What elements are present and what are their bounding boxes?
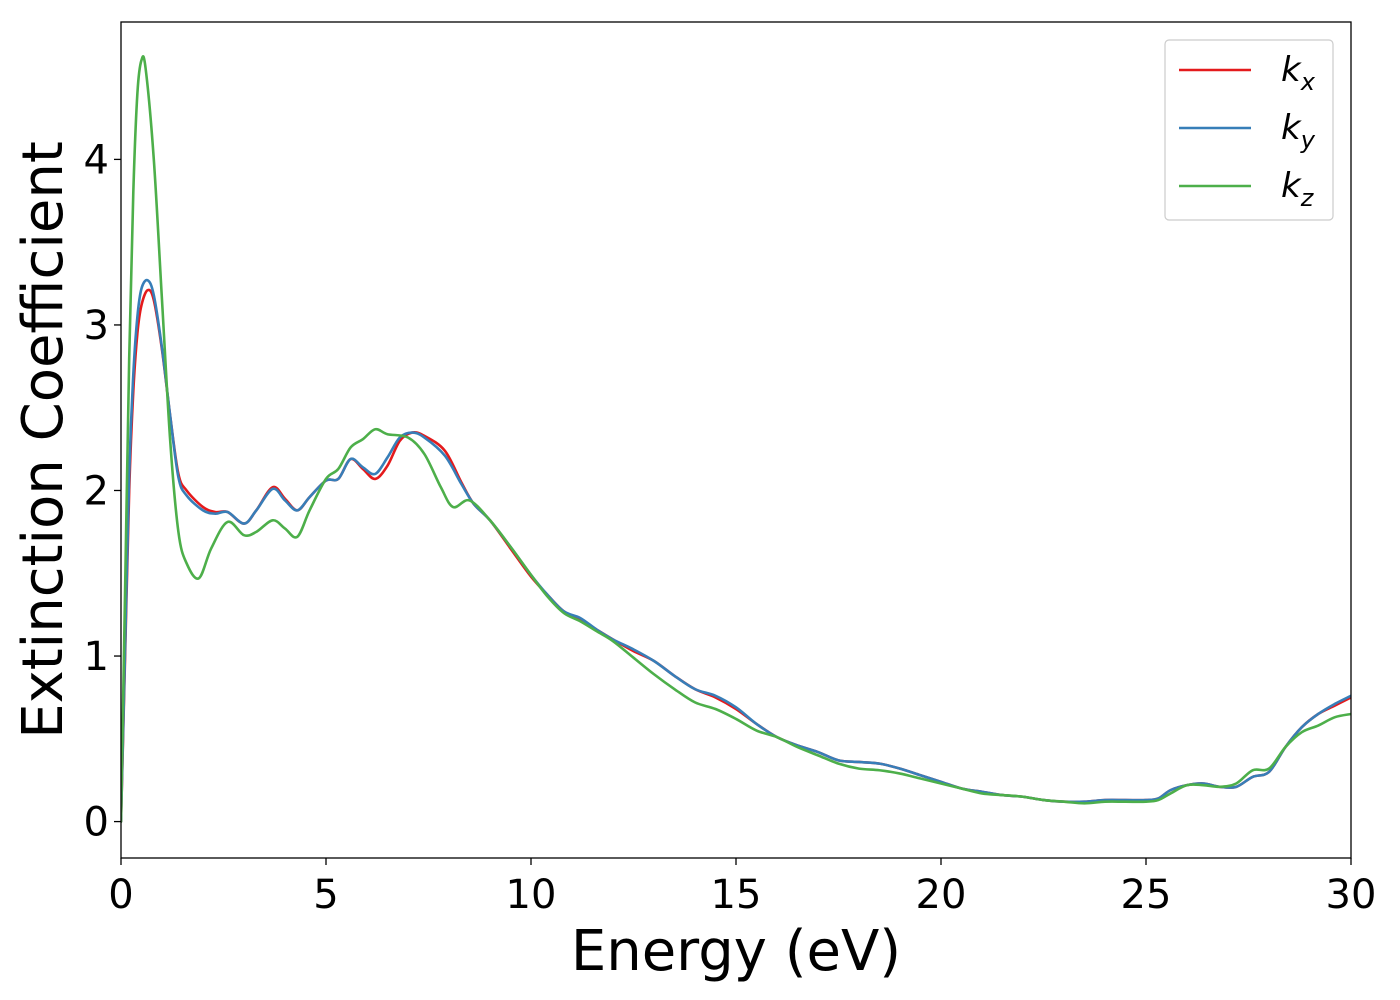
x-tick-label: 10 [506,872,557,918]
x-tick-label: 30 [1326,872,1377,918]
x-axis-title: Energy (eV) [571,919,901,984]
series-line-k-x [121,288,1351,823]
legend-label-k-y: ky [1281,108,1316,154]
y-tick-label: 4 [84,137,109,183]
x-tick-label: 20 [916,872,967,918]
y-tick-label: 0 [84,800,109,846]
y-axis-title: Extinction Coefficient [11,141,76,739]
series-line-k-z [121,55,1351,823]
series-line-k-y [121,278,1351,823]
plot-area [121,55,1351,823]
x-tick-label: 15 [711,872,762,918]
legend-label-k-x: kx [1281,50,1316,96]
y-tick-label: 2 [84,468,109,514]
legend: kx ky kz [1164,39,1334,221]
x-tick-label: 0 [108,872,133,918]
y-tick-label: 1 [84,634,109,680]
legend-box [1164,39,1334,221]
x-axis: 0 5 10 15 20 25 30 [108,858,1376,918]
y-tick-label: 3 [84,303,109,349]
x-tick-label: 5 [313,872,338,918]
y-axis: 0 1 2 3 4 [84,137,121,846]
x-tick-label: 25 [1121,872,1172,918]
legend-label-k-z: kz [1281,166,1315,212]
